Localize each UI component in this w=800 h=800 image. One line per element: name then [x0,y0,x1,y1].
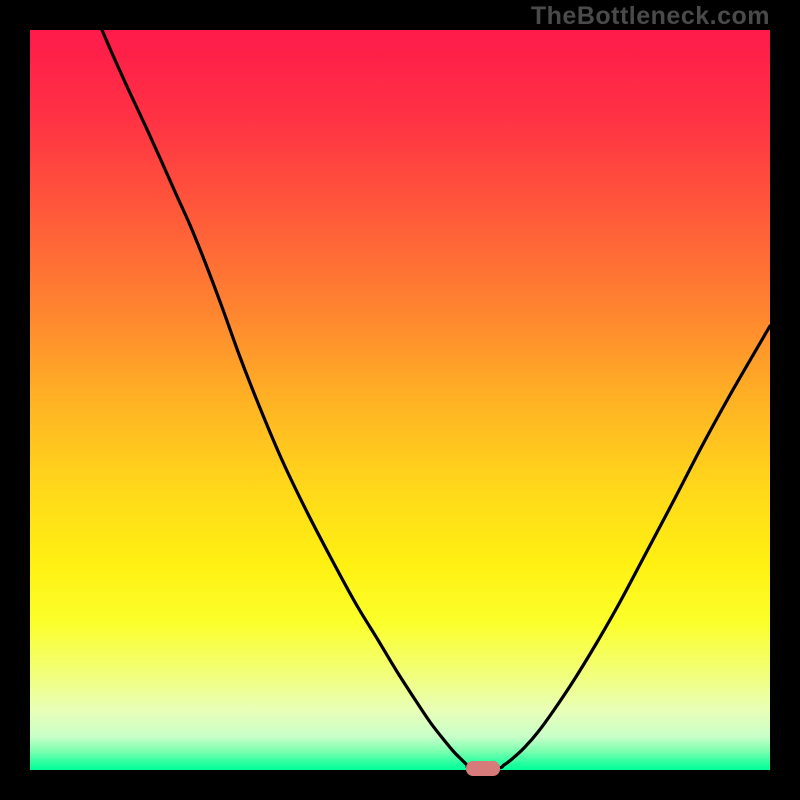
bottleneck-curve [102,30,770,768]
bottleneck-curve-layer [30,30,770,770]
watermark-label: TheBottleneck.com [531,2,770,31]
watermark-text: TheBottleneck.com [531,2,770,30]
optimal-point-marker [466,761,500,776]
